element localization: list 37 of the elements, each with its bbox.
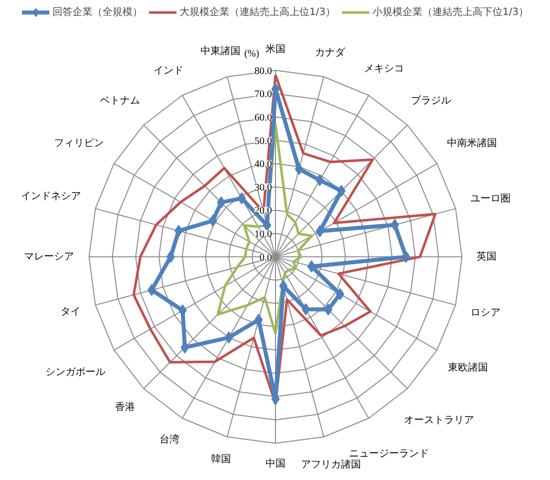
spoke-label: 中東諸国 (200, 44, 240, 57)
spoke-label: 英国 (476, 250, 496, 262)
y-tick-label: 70.0 (254, 89, 272, 100)
spoke-label: ニュージーランド (349, 448, 430, 460)
y-tick-label: 80.0 (254, 66, 272, 77)
spoke-label: ベトナム (100, 96, 140, 107)
spoke-label: 台湾 (160, 434, 180, 446)
spoke-label: インドネシア (20, 191, 81, 202)
y-tick-label: 10.0 (254, 229, 272, 240)
spoke-label: メキシコ (364, 63, 404, 74)
spoke-label: 中南米諸国 (446, 137, 497, 149)
legend-label: 回答企業（全規模） (52, 6, 142, 19)
y-tick-label: 20.0 (254, 206, 272, 217)
spoke-label: カナダ (315, 46, 346, 58)
spoke-label: 中国 (266, 458, 286, 470)
spoke-label: 香港 (115, 400, 136, 413)
y-tick-label: 50.0 (254, 136, 272, 147)
y-tick-label: 0.0 (260, 252, 272, 264)
spoke-label: ロシア (470, 308, 501, 319)
spoke-label: インド (153, 66, 184, 77)
spoke-label: 韓国 (211, 453, 232, 466)
spoke-label: フィリピン (54, 138, 104, 149)
y-tick-label: 30.0 (254, 182, 272, 194)
spoke-label: ブラジル (411, 94, 452, 107)
spoke-label: アフリカ諸国 (301, 458, 362, 470)
spoke-label: マレーシア (24, 251, 74, 262)
spoke-label: シンガポール (45, 366, 106, 378)
legend-label: 大規模企業（連結売上高上位1/3） (179, 6, 336, 19)
text: (%) (244, 48, 260, 60)
y-tick-label: 40.0 (254, 159, 272, 170)
spoke-label: ユーロ圏 (470, 194, 510, 205)
spoke-label: タイ (60, 306, 80, 318)
spoke-label: 米国 (266, 42, 286, 55)
legend-label: 小規模企業（連結売上高下位1/3） (372, 6, 529, 19)
spoke-label: 東欧諸国 (448, 361, 488, 374)
spoke-label: オーストラリア (404, 414, 474, 426)
y-tick-label: 60.0 (254, 112, 272, 124)
